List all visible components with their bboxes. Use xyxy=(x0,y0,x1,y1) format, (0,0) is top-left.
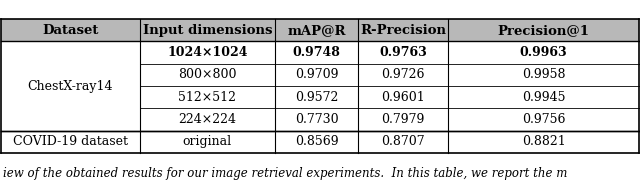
Bar xyxy=(1,108,639,130)
Text: 1024×1024: 1024×1024 xyxy=(167,46,248,59)
Text: 0.9601: 0.9601 xyxy=(381,91,425,104)
Bar xyxy=(1,130,639,153)
Text: ChestX-ray14: ChestX-ray14 xyxy=(28,79,113,93)
Text: COVID-19 dataset: COVID-19 dataset xyxy=(13,135,127,148)
Text: 800×800: 800×800 xyxy=(178,68,237,81)
Bar xyxy=(1,19,639,42)
Text: 224×224: 224×224 xyxy=(179,113,236,126)
Text: Dataset: Dataset xyxy=(42,24,99,37)
Text: 0.9748: 0.9748 xyxy=(293,46,340,59)
Text: Precision@1: Precision@1 xyxy=(498,24,589,37)
Text: 0.8821: 0.8821 xyxy=(522,135,566,148)
Text: 0.9726: 0.9726 xyxy=(381,68,425,81)
Text: 0.9709: 0.9709 xyxy=(295,68,339,81)
Text: R-Precision: R-Precision xyxy=(360,24,446,37)
Text: mAP@R: mAP@R xyxy=(287,24,346,37)
Text: 0.9572: 0.9572 xyxy=(295,91,339,104)
Text: 0.7979: 0.7979 xyxy=(381,113,425,126)
Text: 0.8707: 0.8707 xyxy=(381,135,425,148)
Text: 0.8569: 0.8569 xyxy=(295,135,339,148)
Text: 0.9763: 0.9763 xyxy=(380,46,427,59)
Text: 0.9963: 0.9963 xyxy=(520,46,568,59)
Bar xyxy=(1,86,639,108)
Text: iew of the obtained results for our image retrieval experiments.  In this table,: iew of the obtained results for our imag… xyxy=(3,167,568,180)
Bar xyxy=(1,42,639,64)
Bar xyxy=(1,64,639,86)
Text: 0.9756: 0.9756 xyxy=(522,113,565,126)
Text: Input dimensions: Input dimensions xyxy=(143,24,272,37)
Text: 0.9958: 0.9958 xyxy=(522,68,565,81)
Text: 0.9945: 0.9945 xyxy=(522,91,565,104)
Text: 0.7730: 0.7730 xyxy=(295,113,339,126)
Text: original: original xyxy=(183,135,232,148)
Text: 512×512: 512×512 xyxy=(179,91,236,104)
